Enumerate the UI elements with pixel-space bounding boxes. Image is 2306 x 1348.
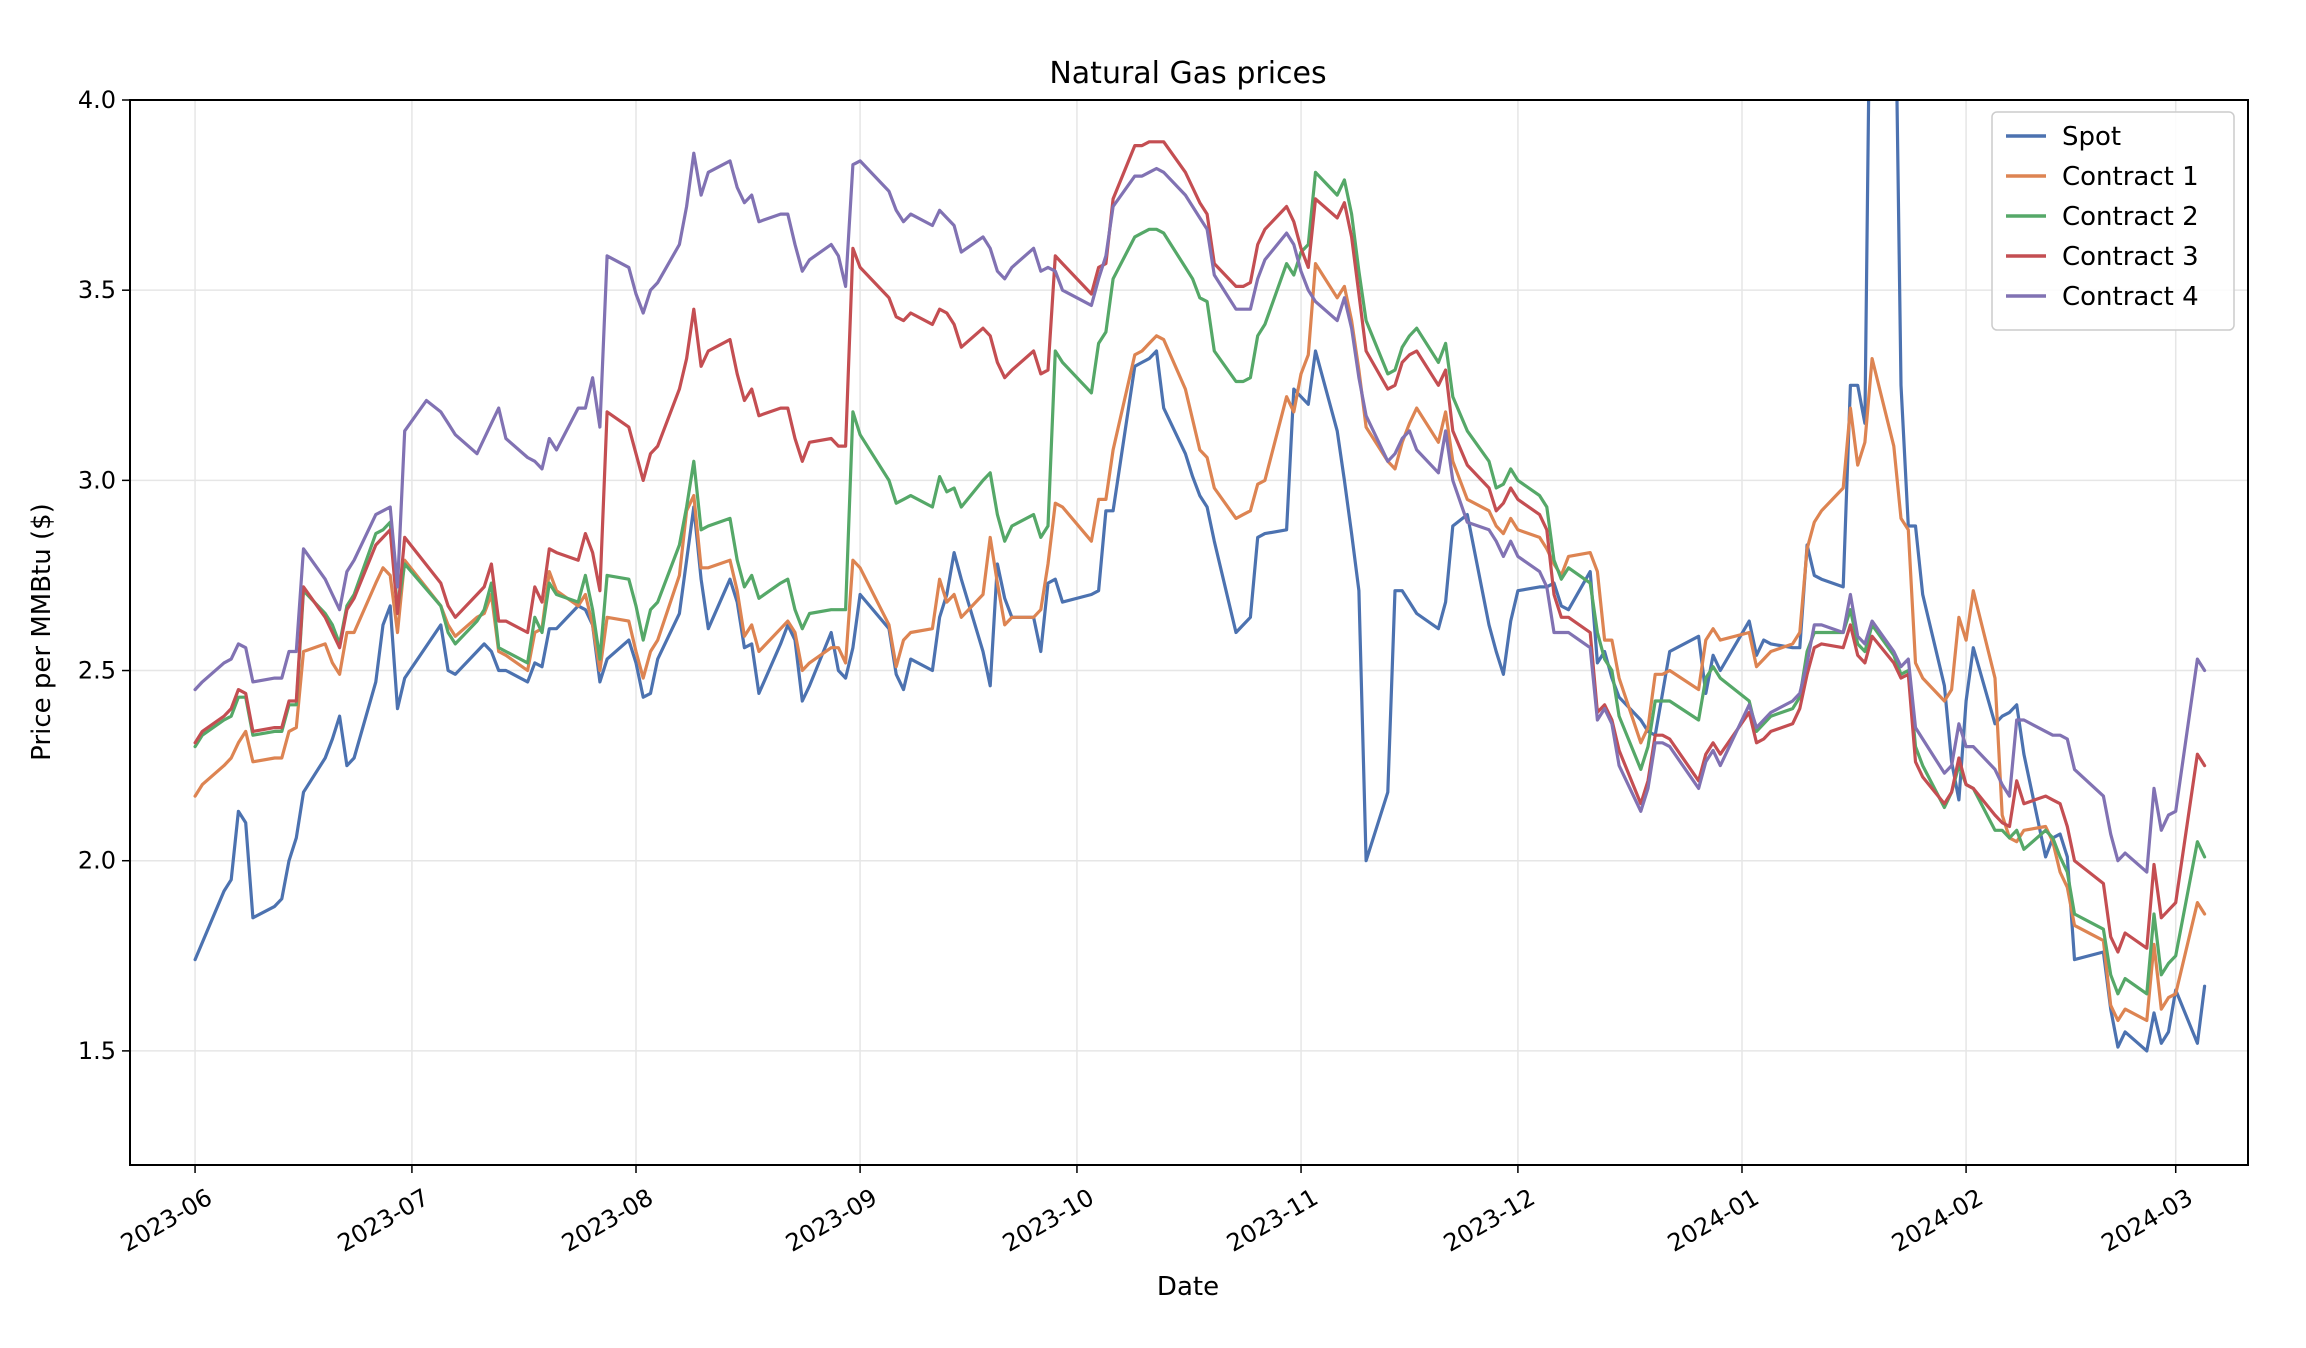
legend-label: Contract 3 [2062, 242, 2199, 272]
series-line-contract-4 [193, 151, 2207, 874]
y-tick-label: 3.5 [78, 276, 116, 304]
legend-box [1991, 111, 2235, 331]
x-axis-title: Date [1157, 1272, 1219, 1302]
grid-lines [130, 99, 2248, 1165]
series-line-contract-2 [193, 170, 2207, 996]
chart-title: Natural Gas prices [1049, 56, 1326, 91]
legend-label: Contract 1 [2062, 162, 2199, 192]
y-tick-label: 4.0 [78, 86, 116, 114]
plot-frame [129, 99, 2249, 1166]
legend-label: Spot [2062, 122, 2121, 152]
y-axis-title: Price per MMBtu ($) [27, 503, 57, 761]
y-tick-label: 2.0 [78, 847, 116, 875]
y-tick-label: 1.5 [78, 1037, 116, 1065]
series-line-spot [193, 100, 2207, 1053]
y-axis-ticks: 1.5 2.0 2.5 3.0 3.5 4.0 [78, 86, 130, 1065]
legend-label: Contract 2 [2062, 202, 2199, 232]
y-tick-label: 3.0 [78, 466, 116, 494]
series-lines [193, 100, 2207, 1053]
series-line-contract-3 [193, 140, 2207, 954]
legend: Spot Contract 1 Contract 2 Contract 3 Contra… [1991, 111, 2235, 331]
y-tick-label: 2.5 [78, 657, 116, 685]
legend-label: Contract 4 [2062, 282, 2199, 312]
